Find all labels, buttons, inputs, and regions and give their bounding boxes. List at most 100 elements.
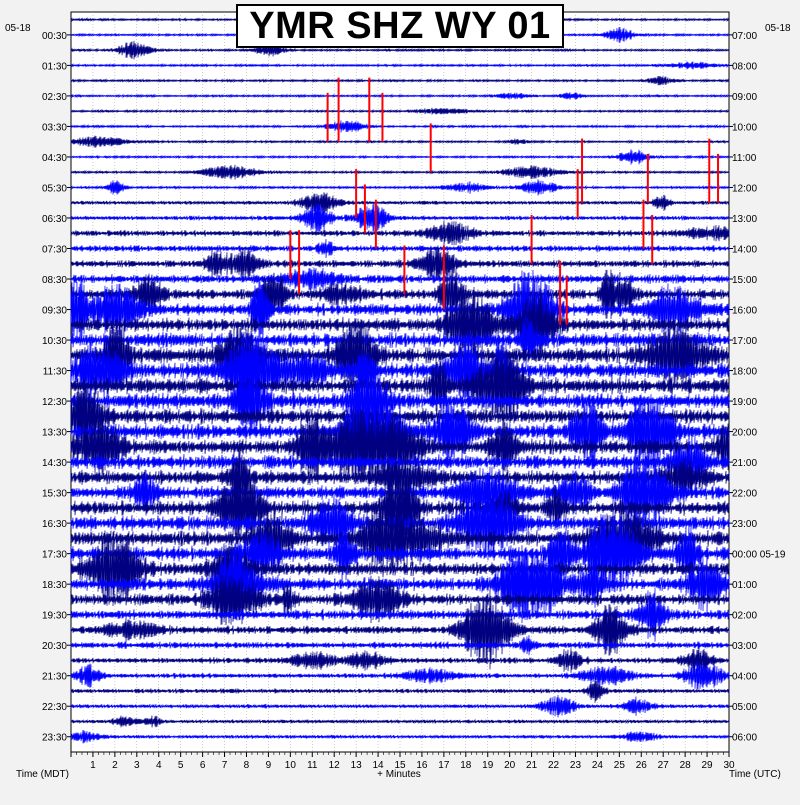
x-tick-label: 11: [307, 760, 318, 771]
right-time-label: 05:00: [732, 702, 757, 713]
right-time-label: 21:00: [732, 458, 757, 469]
seismic-trace: [70, 318, 730, 393]
seismic-trace: [70, 587, 730, 642]
seismic-trace: [70, 590, 730, 670]
right-date-label: 05-18: [765, 23, 791, 34]
left-time-label: 18:30: [42, 580, 67, 591]
x-tick-label: 22: [548, 760, 560, 771]
left-time-label: 08:30: [42, 275, 67, 286]
right-time-label: 16:00: [732, 306, 757, 317]
left-time-label: 10:30: [42, 336, 67, 347]
chart-title: YMR SHZ WY 01: [236, 4, 564, 48]
x-tick-label: 2: [112, 760, 118, 771]
left-time-label: 13:30: [42, 428, 67, 439]
x-tick-label: 26: [636, 760, 648, 771]
x-tick-label: 12: [329, 760, 341, 771]
seismic-trace: [70, 135, 730, 148]
left-time-label: 22:30: [42, 702, 67, 713]
right-time-label: 23:00: [732, 519, 757, 530]
right-time-label: 12:00: [732, 183, 757, 194]
x-tick-label: 3: [134, 760, 140, 771]
seismic-trace: [70, 332, 730, 409]
left-time-label: 20:30: [42, 641, 67, 652]
right-time-label: 02:00: [732, 611, 757, 622]
left-time-label: 14:30: [42, 458, 67, 469]
left-time-label: 09:30: [42, 306, 67, 317]
seismic-trace: [70, 715, 730, 728]
x-tick-label: 29: [702, 760, 714, 771]
seismic-trace: [70, 544, 730, 624]
seismic-trace: [70, 635, 730, 656]
right-time-label: 08:00: [732, 61, 757, 72]
seismic-trace: [70, 573, 730, 626]
left-time-label: 12:30: [42, 397, 67, 408]
right-time-label: 17:00: [732, 336, 757, 347]
seismic-trace: [70, 179, 730, 196]
seismic-trace: [70, 678, 730, 703]
x-tick-label: 20: [504, 760, 516, 771]
seismic-trace: [70, 286, 730, 363]
x-tick-label: 19: [482, 760, 494, 771]
left-time-label: 07:30: [42, 244, 67, 255]
seismic-trace: [70, 266, 730, 322]
x-tick-label: 17: [438, 760, 450, 771]
right-axis-label: Time (UTC): [729, 769, 781, 780]
seismic-trace: [70, 246, 730, 281]
seismic-trace: [70, 694, 730, 718]
seismic-trace: [70, 661, 730, 691]
left-time-label: 02:30: [42, 92, 67, 103]
left-time-label: 19:30: [42, 611, 67, 622]
left-time-label: 16:30: [42, 519, 67, 530]
right-time-label: 06:00: [732, 733, 757, 744]
left-time-label: 21:30: [42, 672, 67, 683]
left-time-label: 17:30: [42, 550, 67, 561]
seismic-trace: [70, 192, 730, 214]
seismic-trace: [70, 120, 730, 133]
left-time-label: 06:30: [42, 214, 67, 225]
x-tick-label: 24: [592, 760, 604, 771]
right-time-label: 13:00: [732, 214, 757, 225]
x-tick-label: 23: [570, 760, 582, 771]
seismic-trace: [70, 363, 730, 439]
right-time-label: 04:00: [732, 672, 757, 683]
left-time-label: 03:30: [42, 122, 67, 133]
right-time-label: 10:00: [732, 122, 757, 133]
x-tick-label: 4: [156, 760, 162, 771]
x-tick-label: 16: [416, 760, 428, 771]
x-tick-label: 21: [526, 760, 538, 771]
right-time-label: 20:00: [732, 428, 757, 439]
x-tick-label: 7: [222, 760, 228, 771]
seismic-trace: [70, 531, 730, 607]
left-time-label: 05:30: [42, 183, 67, 194]
right-time-label: 01:00: [732, 580, 757, 591]
seismic-trace: [70, 469, 730, 547]
x-tick-label: 8: [244, 760, 250, 771]
seismic-trace: [70, 347, 730, 425]
seismic-trace: [70, 107, 730, 115]
right-time-label: 09:00: [732, 92, 757, 103]
x-tick-label: 30: [723, 760, 735, 771]
left-date-label: 05-18: [5, 23, 31, 34]
x-tick-label: 27: [658, 760, 670, 771]
seismic-trace: [70, 313, 730, 367]
x-tick-label: 18: [460, 760, 472, 771]
seismic-trace: [70, 92, 730, 100]
seismic-trace: [70, 202, 730, 233]
right-time-label: 00:00 05-19: [732, 550, 786, 561]
seismic-trace: [70, 75, 730, 86]
seismic-trace: [70, 647, 730, 673]
x-tick-label: 5: [178, 760, 184, 771]
left-axis-label: Time (MDT): [16, 769, 69, 780]
right-time-label: 22:00: [732, 489, 757, 500]
x-tick-label: 1: [90, 760, 96, 771]
x-tick-label: 9: [266, 760, 272, 771]
seismic-trace: [70, 408, 730, 486]
left-time-label: 23:30: [42, 733, 67, 744]
left-time-label: 11:30: [43, 367, 68, 378]
x-tick-label: 15: [394, 760, 406, 771]
left-time-label: 04:30: [42, 153, 67, 164]
seismic-trace: [70, 220, 730, 247]
x-tick-label: 10: [285, 760, 297, 771]
